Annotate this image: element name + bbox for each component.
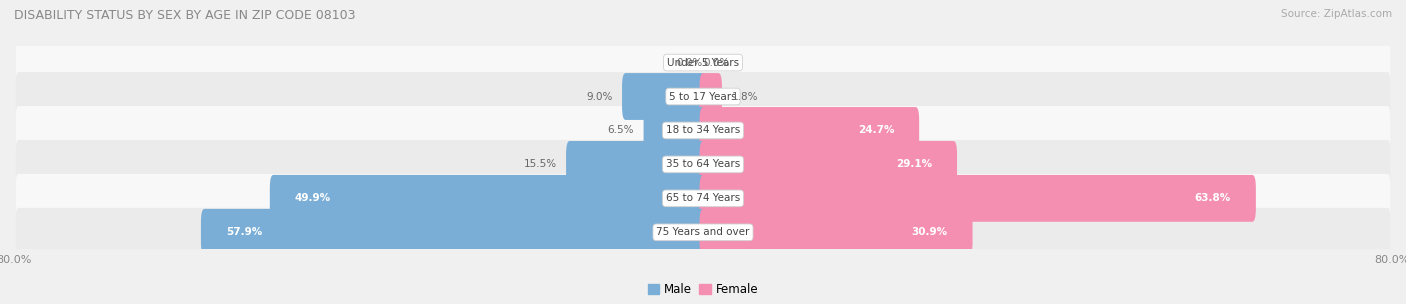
Text: 1.8%: 1.8%	[731, 92, 758, 102]
FancyBboxPatch shape	[644, 107, 706, 154]
Text: 35 to 64 Years: 35 to 64 Years	[666, 159, 740, 169]
Text: 0.0%: 0.0%	[703, 57, 730, 67]
FancyBboxPatch shape	[15, 38, 1391, 87]
Text: 63.8%: 63.8%	[1195, 193, 1230, 203]
Legend: Male, Female: Male, Female	[643, 278, 763, 300]
FancyBboxPatch shape	[15, 174, 1391, 223]
FancyBboxPatch shape	[15, 208, 1391, 257]
FancyBboxPatch shape	[621, 73, 706, 120]
Text: 5 to 17 Years: 5 to 17 Years	[669, 92, 737, 102]
Text: Under 5 Years: Under 5 Years	[666, 57, 740, 67]
Text: 75 Years and over: 75 Years and over	[657, 227, 749, 237]
Text: 24.7%: 24.7%	[858, 126, 894, 136]
Text: DISABILITY STATUS BY SEX BY AGE IN ZIP CODE 08103: DISABILITY STATUS BY SEX BY AGE IN ZIP C…	[14, 9, 356, 22]
Text: Source: ZipAtlas.com: Source: ZipAtlas.com	[1281, 9, 1392, 19]
Text: 0.0%: 0.0%	[676, 57, 703, 67]
FancyBboxPatch shape	[15, 106, 1391, 155]
Text: 49.9%: 49.9%	[295, 193, 330, 203]
FancyBboxPatch shape	[700, 209, 973, 256]
FancyBboxPatch shape	[567, 141, 706, 188]
FancyBboxPatch shape	[700, 73, 721, 120]
FancyBboxPatch shape	[15, 140, 1391, 189]
FancyBboxPatch shape	[201, 209, 706, 256]
Text: 18 to 34 Years: 18 to 34 Years	[666, 126, 740, 136]
FancyBboxPatch shape	[700, 141, 957, 188]
Text: 15.5%: 15.5%	[523, 159, 557, 169]
Text: 57.9%: 57.9%	[226, 227, 262, 237]
Text: 6.5%: 6.5%	[607, 126, 634, 136]
Text: 65 to 74 Years: 65 to 74 Years	[666, 193, 740, 203]
Text: 9.0%: 9.0%	[586, 92, 613, 102]
Text: 29.1%: 29.1%	[896, 159, 932, 169]
FancyBboxPatch shape	[700, 107, 920, 154]
FancyBboxPatch shape	[700, 175, 1256, 222]
FancyBboxPatch shape	[270, 175, 706, 222]
FancyBboxPatch shape	[15, 72, 1391, 121]
Text: 30.9%: 30.9%	[911, 227, 948, 237]
